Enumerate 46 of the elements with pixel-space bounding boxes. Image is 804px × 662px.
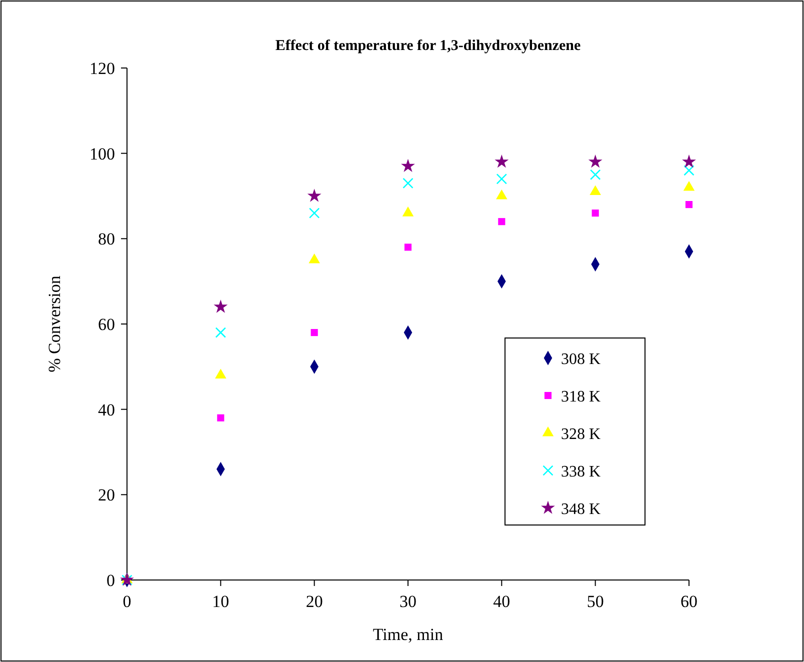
point xyxy=(496,189,508,200)
point xyxy=(588,154,602,168)
point xyxy=(494,154,509,168)
point xyxy=(402,178,414,189)
x-tick-label: 10 xyxy=(212,592,230,611)
point xyxy=(590,169,601,180)
chart-title: Effect of temperature for 1,3-dihydroxybenzene xyxy=(275,38,582,54)
point xyxy=(404,244,412,251)
point xyxy=(401,158,415,172)
point xyxy=(308,208,320,218)
point xyxy=(215,327,226,338)
point xyxy=(310,328,318,336)
point xyxy=(683,180,695,191)
y-tick-label: 40 xyxy=(98,400,115,420)
point xyxy=(496,174,508,184)
x-tick-label: 0 xyxy=(122,592,132,611)
x-tick-label: 30 xyxy=(400,592,416,611)
point xyxy=(682,154,696,168)
point xyxy=(402,206,414,216)
y-tick-label: 60 xyxy=(98,315,115,334)
point xyxy=(307,188,322,202)
point xyxy=(685,200,693,208)
y-tick-label: 100 xyxy=(90,144,115,164)
x-tick-label: 40 xyxy=(493,592,510,611)
x-tick-label: 50 xyxy=(586,592,604,611)
point xyxy=(590,185,601,195)
y-tick-label: 120 xyxy=(90,59,115,78)
y-tick-label: 20 xyxy=(98,486,115,505)
x-tick-label: 60 xyxy=(680,592,698,611)
point xyxy=(592,210,599,217)
legend-label: 348 K xyxy=(561,501,601,518)
legend-label: 318 K xyxy=(561,388,601,406)
x-axis-title: Time, min xyxy=(372,625,444,644)
point xyxy=(217,414,224,422)
legend-label: 308 K xyxy=(561,351,601,368)
y-axis-title: % Conversion xyxy=(45,275,64,372)
y-tick-label: 0 xyxy=(106,571,115,590)
point xyxy=(215,368,226,378)
x-tick-label: 20 xyxy=(306,592,323,611)
y-tick-label: 80 xyxy=(98,230,115,249)
point xyxy=(684,165,694,176)
legend-label: 338 K xyxy=(561,464,601,480)
point xyxy=(308,253,320,264)
point xyxy=(214,300,228,313)
point xyxy=(498,218,506,226)
legend-label: 328 K xyxy=(561,426,601,443)
